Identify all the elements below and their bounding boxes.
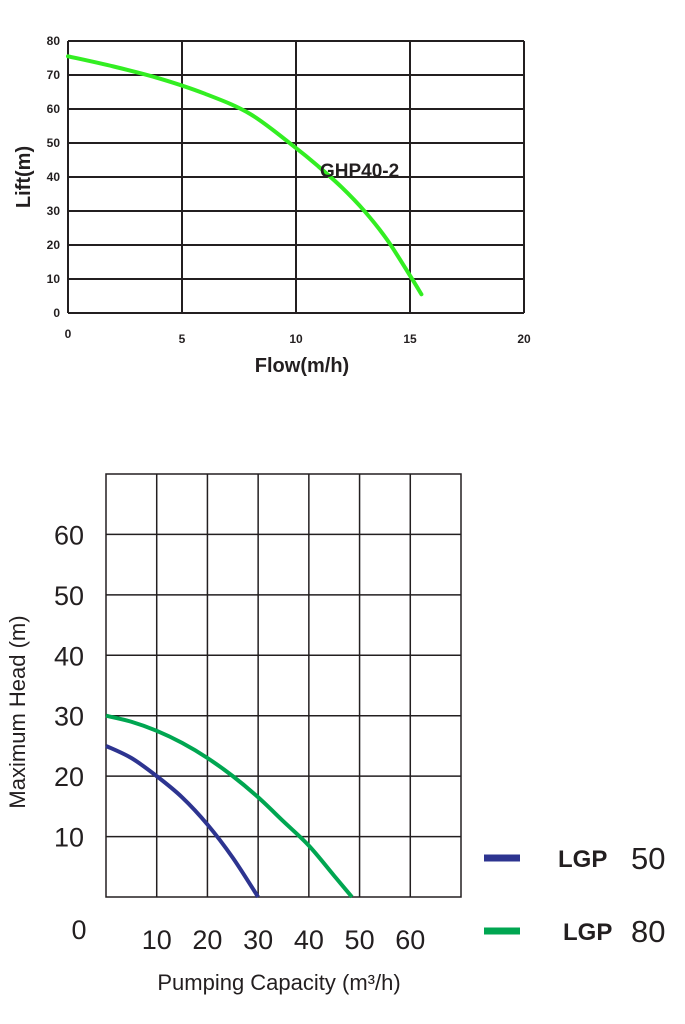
chart2-y-tick-label: 10 [54, 823, 84, 853]
chart2-y-tick-label: 50 [54, 581, 84, 611]
chart2-x-tick-label: 20 [192, 925, 222, 955]
chart2-x-axis-label: Pumping Capacity (m³/h) [157, 970, 400, 995]
chart1-x-tick-label: 15 [403, 332, 417, 346]
chart2-series [105, 713, 354, 899]
chart2-y-axis-label: Maximum Head (m) [5, 615, 30, 808]
chart1-y-ticks: 0 10 20 30 40 50 60 70 80 [47, 34, 61, 320]
chart1-x-tick-label: 0 [65, 327, 72, 341]
chart2-y-ticks: 10 20 30 40 50 60 [54, 520, 84, 852]
chart1-curve-annotation: GHP40-2 [320, 161, 399, 182]
lgp-chart: 10 20 30 40 50 60 10 20 30 40 50 60 0 Pumping Capa… [5, 473, 665, 995]
chart2-series-line [105, 713, 354, 899]
chart2-y-tick-label: 60 [54, 520, 84, 550]
legend-series-number: 80 [631, 914, 665, 949]
chart1-grid [67, 40, 525, 314]
chart1-series [66, 54, 424, 297]
chart1-x-axis-label: Flow(m/h) [255, 355, 349, 377]
chart2-x-tick-label: 50 [345, 925, 375, 955]
legend-series-number: 50 [631, 841, 665, 876]
chart2-legend: LGP 50 LGP 80 [484, 841, 665, 949]
chart2-origin-label: 0 [71, 915, 86, 945]
chart1-y-axis-label: Lift(m) [13, 146, 35, 208]
legend-series-name: LGP [558, 846, 607, 873]
chart1-y-tick-label: 40 [47, 170, 61, 184]
legend-series-name: LGP [563, 919, 612, 946]
chart2-plot-frame [105, 473, 462, 898]
chart2-y-tick-label: 30 [54, 702, 84, 732]
chart2-x-tick-label: 30 [243, 925, 273, 955]
chart1-x-tick-label: 10 [289, 332, 303, 346]
chart1-y-tick-label: 0 [53, 306, 60, 320]
chart1-y-tick-label: 80 [47, 34, 61, 48]
chart1-y-tick-label: 60 [47, 102, 61, 116]
chart2-grid [105, 473, 462, 898]
chart1-x-tick-label: 5 [179, 332, 186, 346]
chart1-y-tick-label: 10 [47, 272, 61, 286]
chart1-y-tick-label: 50 [47, 136, 61, 150]
chart2-x-tick-label: 10 [142, 925, 172, 955]
chart2-x-ticks: 10 20 30 40 50 60 [142, 925, 426, 955]
chart2-y-tick-label: 20 [54, 762, 84, 792]
ghp40-2-chart: 0 10 20 30 40 50 60 70 80 0 5 10 15 20 GHP40-2 Flow(… [13, 34, 531, 377]
chart1-x-tick-label: 20 [517, 332, 531, 346]
chart2-y-tick-label: 40 [54, 641, 84, 671]
chart1-y-tick-label: 70 [47, 68, 61, 82]
chart1-y-tick-label: 20 [47, 238, 61, 252]
chart1-series-line [66, 54, 424, 297]
chart1-x-ticks: 0 5 10 15 20 [65, 327, 531, 346]
chart2-series-line [105, 744, 260, 899]
chart2-x-tick-label: 60 [395, 925, 425, 955]
chart1-y-tick-label: 30 [47, 204, 61, 218]
chart2-x-tick-label: 40 [294, 925, 324, 955]
